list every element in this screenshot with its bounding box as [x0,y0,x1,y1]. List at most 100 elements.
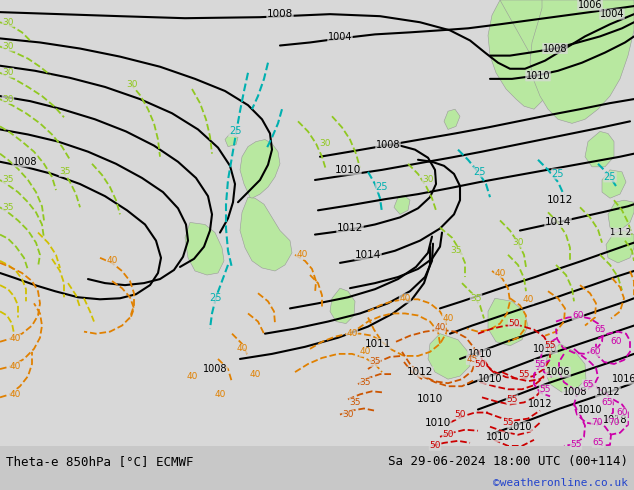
Text: 30: 30 [3,18,14,27]
Text: 25: 25 [229,126,242,136]
Text: 35: 35 [59,168,71,176]
Text: 1012: 1012 [407,367,433,377]
Text: 1010: 1010 [508,422,533,432]
Text: 35: 35 [470,294,482,303]
Text: 50: 50 [443,430,454,439]
Text: 1004: 1004 [328,32,353,43]
Polygon shape [488,298,528,346]
Text: 1010: 1010 [526,71,550,81]
Text: 30: 30 [3,95,14,103]
Polygon shape [530,0,634,123]
Text: 35: 35 [450,246,462,255]
Text: 50: 50 [474,360,486,368]
Text: 40: 40 [186,371,198,381]
Text: 60: 60 [616,408,628,417]
Text: 55: 55 [544,342,556,350]
Text: 55: 55 [570,441,582,449]
Text: 40: 40 [236,344,248,353]
Text: 30: 30 [3,68,14,77]
Text: 40: 40 [10,334,21,343]
Text: 1008: 1008 [543,44,567,53]
Polygon shape [444,109,460,129]
Text: 35: 35 [359,378,371,387]
Text: 30: 30 [3,42,14,51]
Text: 1 1 2: 1 1 2 [609,228,630,237]
Text: 30: 30 [512,238,524,247]
Polygon shape [225,133,238,147]
Text: 55: 55 [518,369,530,379]
Polygon shape [544,344,586,392]
Text: 25: 25 [209,294,221,303]
Text: 40: 40 [214,390,226,399]
Text: 30: 30 [126,80,138,90]
Text: 55: 55 [507,395,518,404]
Polygon shape [240,140,280,198]
Text: 70: 70 [592,418,603,427]
Text: 1012: 1012 [337,222,363,232]
Text: 25: 25 [474,167,486,177]
Text: 1014: 1014 [355,250,381,260]
Text: 25: 25 [552,169,564,179]
Text: Sa 29-06-2024 18:00 UTC (00+114): Sa 29-06-2024 18:00 UTC (00+114) [387,455,628,468]
Text: 25: 25 [604,172,616,182]
Text: 1004: 1004 [600,9,624,19]
Text: Theta-e 850hPa [°C] ECMWF: Theta-e 850hPa [°C] ECMWF [6,455,194,468]
Text: 40: 40 [495,269,506,277]
Text: 1010: 1010 [468,349,492,359]
Text: 35: 35 [349,398,361,407]
Polygon shape [240,197,292,271]
Text: 1010: 1010 [486,432,510,442]
Text: 55: 55 [534,360,546,368]
Text: 35: 35 [3,203,14,212]
Text: 1008: 1008 [376,140,400,149]
Text: 1012: 1012 [596,387,620,397]
Polygon shape [602,170,626,198]
Text: 1018: 1018 [603,415,627,425]
Polygon shape [585,131,614,167]
Text: 1012: 1012 [527,399,552,410]
Text: 40: 40 [296,250,307,259]
Polygon shape [500,0,570,86]
Text: 1008: 1008 [267,9,293,19]
Text: 1010: 1010 [335,165,361,175]
Text: 35: 35 [369,358,381,367]
Text: 1010: 1010 [417,394,443,404]
Text: 40: 40 [10,390,21,399]
Text: 65: 65 [582,380,594,389]
Polygon shape [394,195,410,214]
Text: 1008: 1008 [563,387,587,397]
Text: 1010: 1010 [425,417,451,428]
Text: 1010: 1010 [478,374,502,384]
Text: 1006: 1006 [546,367,570,377]
Polygon shape [608,200,634,230]
Text: 50: 50 [429,441,441,450]
Text: 1011: 1011 [365,339,391,349]
Text: 1014: 1014 [545,218,571,227]
Text: 70: 70 [608,418,620,427]
Text: 40: 40 [249,369,261,379]
Text: 1006: 1006 [578,0,602,10]
Text: 60: 60 [589,347,601,356]
Polygon shape [606,230,634,263]
Text: 1008: 1008 [203,364,227,374]
Text: 1010: 1010 [533,344,557,354]
Text: 40: 40 [443,314,454,323]
Polygon shape [488,0,550,109]
Text: 50: 50 [508,319,520,328]
Text: 55: 55 [502,418,514,427]
Text: 40: 40 [522,295,534,304]
Text: 40: 40 [107,256,118,266]
Text: 60: 60 [611,337,622,346]
Text: 1008: 1008 [13,157,37,167]
Text: 45: 45 [467,355,477,365]
Text: 1010: 1010 [578,405,602,415]
Text: 65: 65 [592,439,604,447]
Polygon shape [185,222,224,275]
Text: 40: 40 [434,323,446,332]
Text: 40: 40 [346,329,358,338]
Text: 35: 35 [3,175,14,184]
Polygon shape [428,334,470,379]
Text: 25: 25 [376,182,388,192]
Text: 30: 30 [342,410,354,419]
Text: 30: 30 [422,175,434,184]
